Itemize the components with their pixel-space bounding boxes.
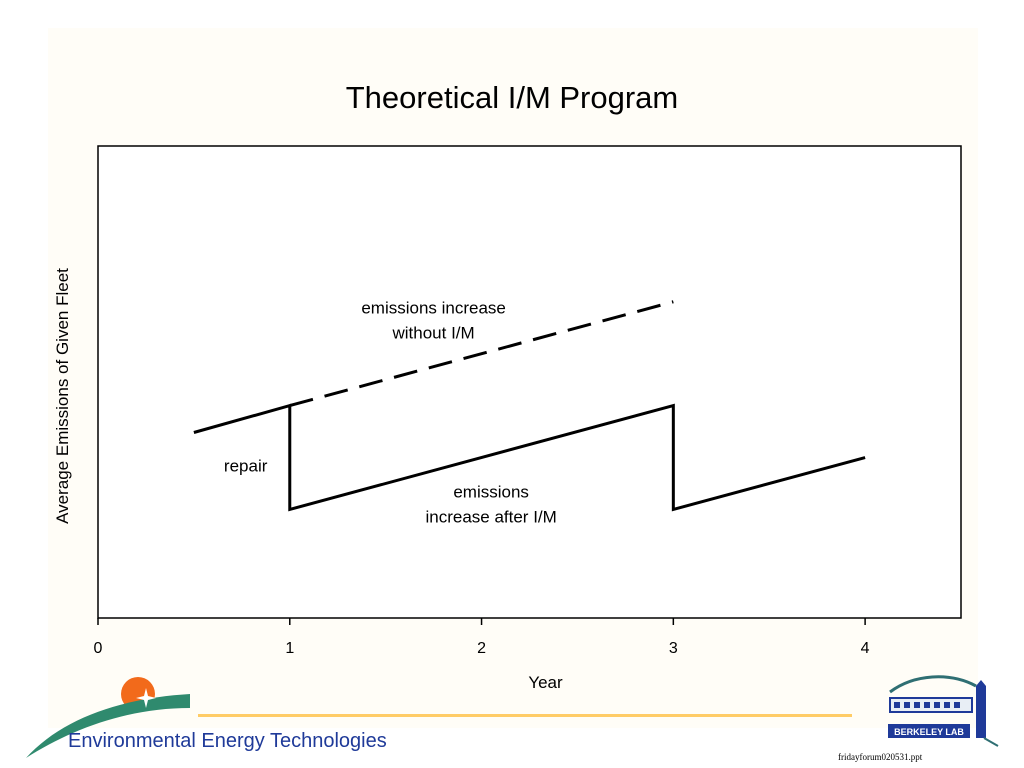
x-tick-label: 1 (285, 640, 294, 657)
x-tick-label: 3 (669, 640, 678, 657)
sparkle-icon (136, 688, 156, 708)
solid-emissions-line (193, 403, 866, 512)
y-axis-label: Average Emissions of Given Fleet (53, 268, 72, 524)
footer-org-name: Environmental Energy Technologies (68, 730, 387, 752)
annotation-label: emissions increase without I/M (361, 299, 506, 343)
annotation-label: emissions increase after I/M (425, 483, 556, 527)
eetd-logo (26, 677, 190, 758)
file-label: fridayforum020531.ppt (838, 752, 923, 762)
annotation-line: emissions increase (361, 299, 506, 318)
dashed-emissions-line (289, 300, 674, 408)
x-tick-label: 2 (477, 640, 486, 657)
swoosh-icon (26, 694, 190, 758)
dome-icon (889, 675, 977, 694)
berkeley-lab-logo: BERKELEY LAB (888, 675, 999, 747)
x-axis-label: Year (528, 673, 563, 692)
logo-label: BERKELEY LAB (894, 727, 964, 737)
tower-icon (976, 680, 986, 738)
annotation-line: emissions (453, 483, 529, 502)
annotation-line: repair (224, 457, 268, 476)
building-icon (889, 697, 973, 713)
x-tick-label: 0 (94, 640, 103, 657)
slide-title: Theoretical I/M Program (345, 80, 679, 115)
annotation-label: repair (224, 457, 268, 476)
x-tick-label: 4 (861, 640, 870, 657)
footer-divider (198, 714, 852, 717)
annotation-line: without I/M (392, 324, 475, 343)
annotation-line: increase after I/M (425, 508, 556, 527)
plot-area (97, 145, 962, 619)
logo-banner (888, 724, 970, 738)
arches-icon (894, 702, 960, 708)
